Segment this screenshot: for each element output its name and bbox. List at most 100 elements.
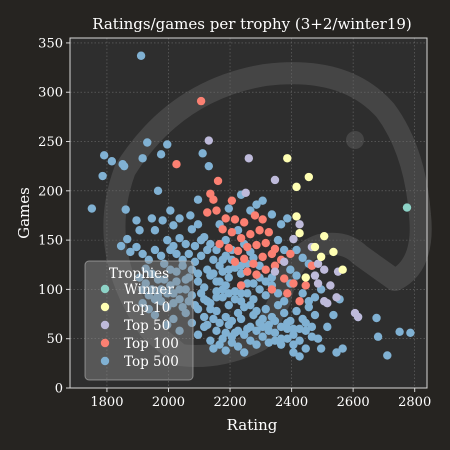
point-top-500 [373, 332, 383, 341]
point-top-500 [227, 338, 237, 347]
point-top-500 [163, 235, 172, 245]
point-top-100 [236, 281, 246, 290]
y-axis-ticks: 0 50 100 150 200 250 300 350 [38, 36, 70, 397]
point-top-10 [320, 231, 329, 241]
point-top-500 [178, 302, 187, 312]
point-top-10 [295, 229, 304, 238]
point-top-500 [292, 306, 301, 316]
point-top-500 [150, 310, 160, 320]
point-top-500 [280, 297, 289, 306]
point-top-500 [292, 245, 301, 255]
legend-box [84, 260, 194, 381]
point-top-500 [181, 285, 190, 294]
point-winner [402, 203, 412, 212]
point-top-10 [310, 242, 320, 252]
point-top-500 [276, 322, 286, 332]
point-top-500 [107, 157, 117, 166]
point-top-500 [258, 332, 267, 341]
y-tick-label: 200 [38, 184, 63, 199]
point-top-10 [283, 154, 292, 163]
point-top-500 [166, 206, 175, 215]
point-top-500 [286, 265, 295, 274]
legend-label: Top 100 [124, 336, 179, 352]
data-points [87, 51, 415, 361]
point-top-500 [249, 253, 258, 263]
point-top-500 [258, 314, 267, 324]
point-top-50 [353, 312, 363, 322]
point-top-500 [193, 330, 203, 339]
point-top-500 [224, 265, 234, 274]
point-top-500 [144, 304, 153, 314]
point-top-500 [138, 299, 147, 308]
legend-marker-winner [100, 284, 110, 294]
legend: Trophies Winner Top 10 Top 50 Top 100 Top 50… [84, 260, 194, 381]
point-top-500 [236, 261, 246, 270]
point-top-500 [147, 214, 157, 223]
point-top-500 [218, 293, 227, 302]
point-top-500 [329, 310, 338, 320]
point-top-500 [230, 295, 240, 304]
point-top-500 [156, 251, 166, 261]
point-top-500 [166, 281, 175, 290]
point-top-50 [295, 220, 304, 229]
point-top-500 [169, 289, 178, 298]
point-top-500 [119, 161, 129, 171]
point-top-500 [132, 242, 141, 252]
point-top-100 [224, 243, 234, 253]
point-top-500 [295, 336, 304, 345]
point-top-50 [280, 257, 289, 267]
point-top-50 [241, 188, 250, 197]
point-top-500 [316, 344, 326, 353]
y-tick-label: 350 [38, 36, 63, 51]
x-tick-label: 2400 [275, 395, 308, 410]
point-top-100 [203, 208, 212, 217]
point-top-10 [316, 252, 326, 262]
point-top-100 [230, 257, 240, 267]
point-top-100 [239, 254, 249, 264]
point-top-500 [289, 340, 298, 349]
x-tick-label: 2000 [152, 395, 185, 410]
point-top-500 [301, 318, 310, 328]
point-top-100 [221, 214, 230, 223]
point-top-500 [150, 295, 160, 304]
x-tick-label: 2800 [398, 395, 431, 410]
y-tick-label: 0 [55, 382, 63, 397]
point-top-500 [156, 285, 166, 294]
point-top-500 [175, 233, 184, 243]
point-top-500 [181, 275, 190, 284]
point-top-500 [283, 214, 292, 223]
point-top-500 [406, 328, 415, 337]
point-top-500 [166, 245, 175, 255]
point-top-500 [246, 336, 255, 345]
point-top-500 [298, 289, 307, 298]
point-top-500 [147, 269, 157, 278]
point-top-500 [153, 275, 163, 284]
point-top-500 [169, 299, 178, 308]
point-top-500 [175, 214, 184, 223]
point-top-100 [270, 261, 280, 270]
point-top-100 [243, 242, 252, 252]
point-top-500 [280, 245, 289, 255]
point-top-500 [221, 235, 230, 245]
legend-title: Trophies [109, 266, 169, 282]
point-top-500 [338, 344, 347, 353]
point-top-500 [196, 235, 206, 245]
point-top-500 [144, 291, 153, 300]
point-top-100 [289, 279, 298, 288]
point-top-500 [193, 277, 203, 286]
point-top-500 [273, 235, 283, 245]
point-top-10 [329, 247, 338, 257]
point-top-500 [209, 255, 218, 265]
point-top-10 [338, 265, 347, 274]
point-top-500 [252, 200, 261, 209]
point-top-50 [320, 265, 329, 274]
point-top-500 [141, 264, 150, 273]
point-top-500 [261, 304, 270, 314]
point-top-500 [243, 289, 252, 298]
chart-title: Ratings/games per trophy (3+2/winter19) [92, 15, 412, 33]
point-top-500 [158, 216, 167, 225]
point-top-500 [215, 277, 224, 286]
point-top-500 [239, 348, 249, 357]
point-top-100 [209, 195, 218, 204]
point-top-100 [215, 239, 224, 249]
